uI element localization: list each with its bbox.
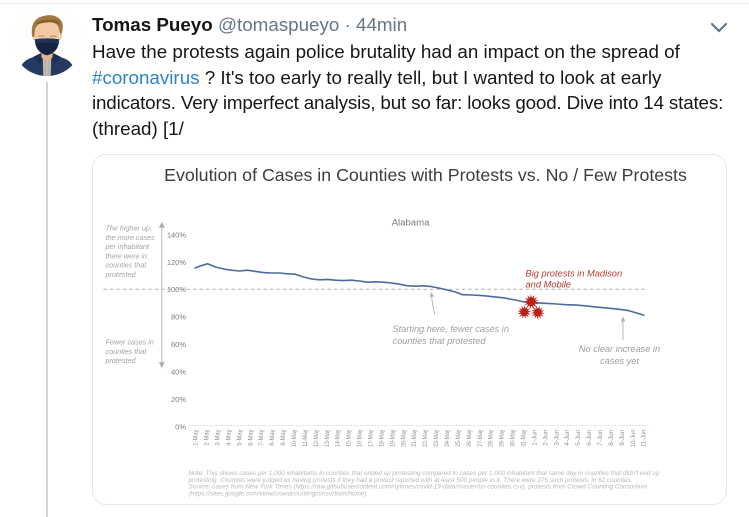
svg-text:Note: This shows cases per 1,0: Note: This shows cases per 1,000 inhabit… (188, 470, 659, 477)
svg-text:14-May: 14-May (334, 429, 341, 447)
svg-text:5-May: 5-May (236, 429, 243, 446)
svg-text:counties that: counties that (105, 261, 147, 270)
svg-text:1-May: 1-May (192, 429, 199, 446)
svg-text:8-Jun: 8-Jun (607, 429, 614, 446)
svg-text:22-May: 22-May (422, 429, 429, 447)
svg-text:10-Jun: 10-Jun (629, 429, 636, 447)
svg-text:28-May: 28-May (487, 429, 494, 447)
svg-text:120%: 120% (166, 258, 186, 267)
svg-text:27-May: 27-May (476, 429, 483, 447)
svg-text:2-Jun: 2-Jun (542, 429, 549, 446)
svg-text:4-May: 4-May (225, 429, 232, 446)
svg-text:No clear increase in: No clear increase in (578, 344, 659, 354)
svg-text:60%: 60% (170, 340, 185, 349)
svg-text:protested: protested (104, 270, 136, 279)
svg-text:40%: 40% (170, 368, 185, 377)
svg-text:25-May: 25-May (454, 429, 461, 447)
svg-text:the more cases: the more cases (105, 233, 155, 242)
svg-text:17-May: 17-May (367, 429, 374, 447)
svg-text:Starting here, fewer cases in: Starting here, fewer cases in (392, 324, 508, 334)
svg-text:29-May: 29-May (498, 429, 505, 447)
svg-text:30-May: 30-May (509, 429, 516, 447)
svg-text:15-May: 15-May (345, 429, 352, 447)
svg-text:per inhabitant: per inhabitant (104, 242, 150, 251)
svg-text:10-May: 10-May (291, 429, 298, 447)
svg-text:23-May: 23-May (433, 429, 440, 447)
svg-text:Fewer cases in: Fewer cases in (105, 338, 153, 347)
svg-text:11-Jun: 11-Jun (640, 429, 647, 447)
svg-text:2-May: 2-May (203, 429, 210, 446)
svg-text:20-May: 20-May (400, 429, 407, 447)
svg-text:13-May: 13-May (323, 429, 330, 447)
svg-text:21-May: 21-May (411, 429, 418, 447)
svg-text:26-May: 26-May (465, 429, 472, 447)
svg-text:The higher up,: The higher up, (105, 224, 151, 233)
svg-text:3-May: 3-May (214, 429, 221, 446)
svg-text:9-May: 9-May (280, 429, 287, 446)
svg-text:19-May: 19-May (389, 429, 396, 447)
svg-text:16-May: 16-May (356, 429, 363, 447)
svg-text:and Mobile: and Mobile (525, 280, 570, 290)
svg-text:counties that: counties that (105, 347, 147, 356)
svg-text:Big protests in Madison: Big protests in Madison (525, 268, 622, 278)
svg-text:protesting. Counties were judg: protesting. Counties were judged as havi… (187, 477, 632, 484)
svg-text:(https://sites.google.com/view: (https://sites.google.com/view/crowdcoun… (188, 490, 366, 497)
svg-text:0%: 0% (175, 423, 186, 432)
svg-text:80%: 80% (170, 313, 185, 322)
svg-text:Source: cases from New York Ti: Source: cases from New York Times (https… (188, 484, 648, 491)
svg-text:9-Jun: 9-Jun (618, 429, 625, 446)
svg-text:24-May: 24-May (444, 429, 451, 447)
svg-text:protested: protested (104, 356, 136, 365)
svg-text:5-Jun: 5-Jun (575, 429, 582, 446)
svg-text:11-May: 11-May (301, 429, 308, 447)
svg-text:31-May: 31-May (520, 429, 527, 447)
svg-text:8-May: 8-May (269, 429, 276, 446)
svg-text:6-May: 6-May (247, 429, 254, 446)
svg-text:counties that protested: counties that protested (392, 336, 486, 346)
svg-text:18-May: 18-May (378, 429, 385, 447)
svg-text:7-May: 7-May (258, 429, 265, 446)
svg-text:cases yet: cases yet (600, 356, 639, 366)
svg-text:12-May: 12-May (312, 429, 319, 447)
svg-text:4-Jun: 4-Jun (564, 429, 571, 446)
svg-text:20%: 20% (170, 395, 185, 404)
svg-text:Alabama: Alabama (391, 218, 430, 229)
svg-text:3-Jun: 3-Jun (553, 429, 560, 446)
svg-text:140%: 140% (166, 230, 186, 239)
svg-text:Evolution of Cases in Counties: Evolution of Cases in Counties with Prot… (164, 165, 687, 185)
svg-text:there were in: there were in (105, 251, 147, 260)
svg-text:7-Jun: 7-Jun (597, 429, 604, 446)
svg-text:1-Jun: 1-Jun (531, 429, 538, 446)
svg-text:6-Jun: 6-Jun (586, 429, 593, 446)
